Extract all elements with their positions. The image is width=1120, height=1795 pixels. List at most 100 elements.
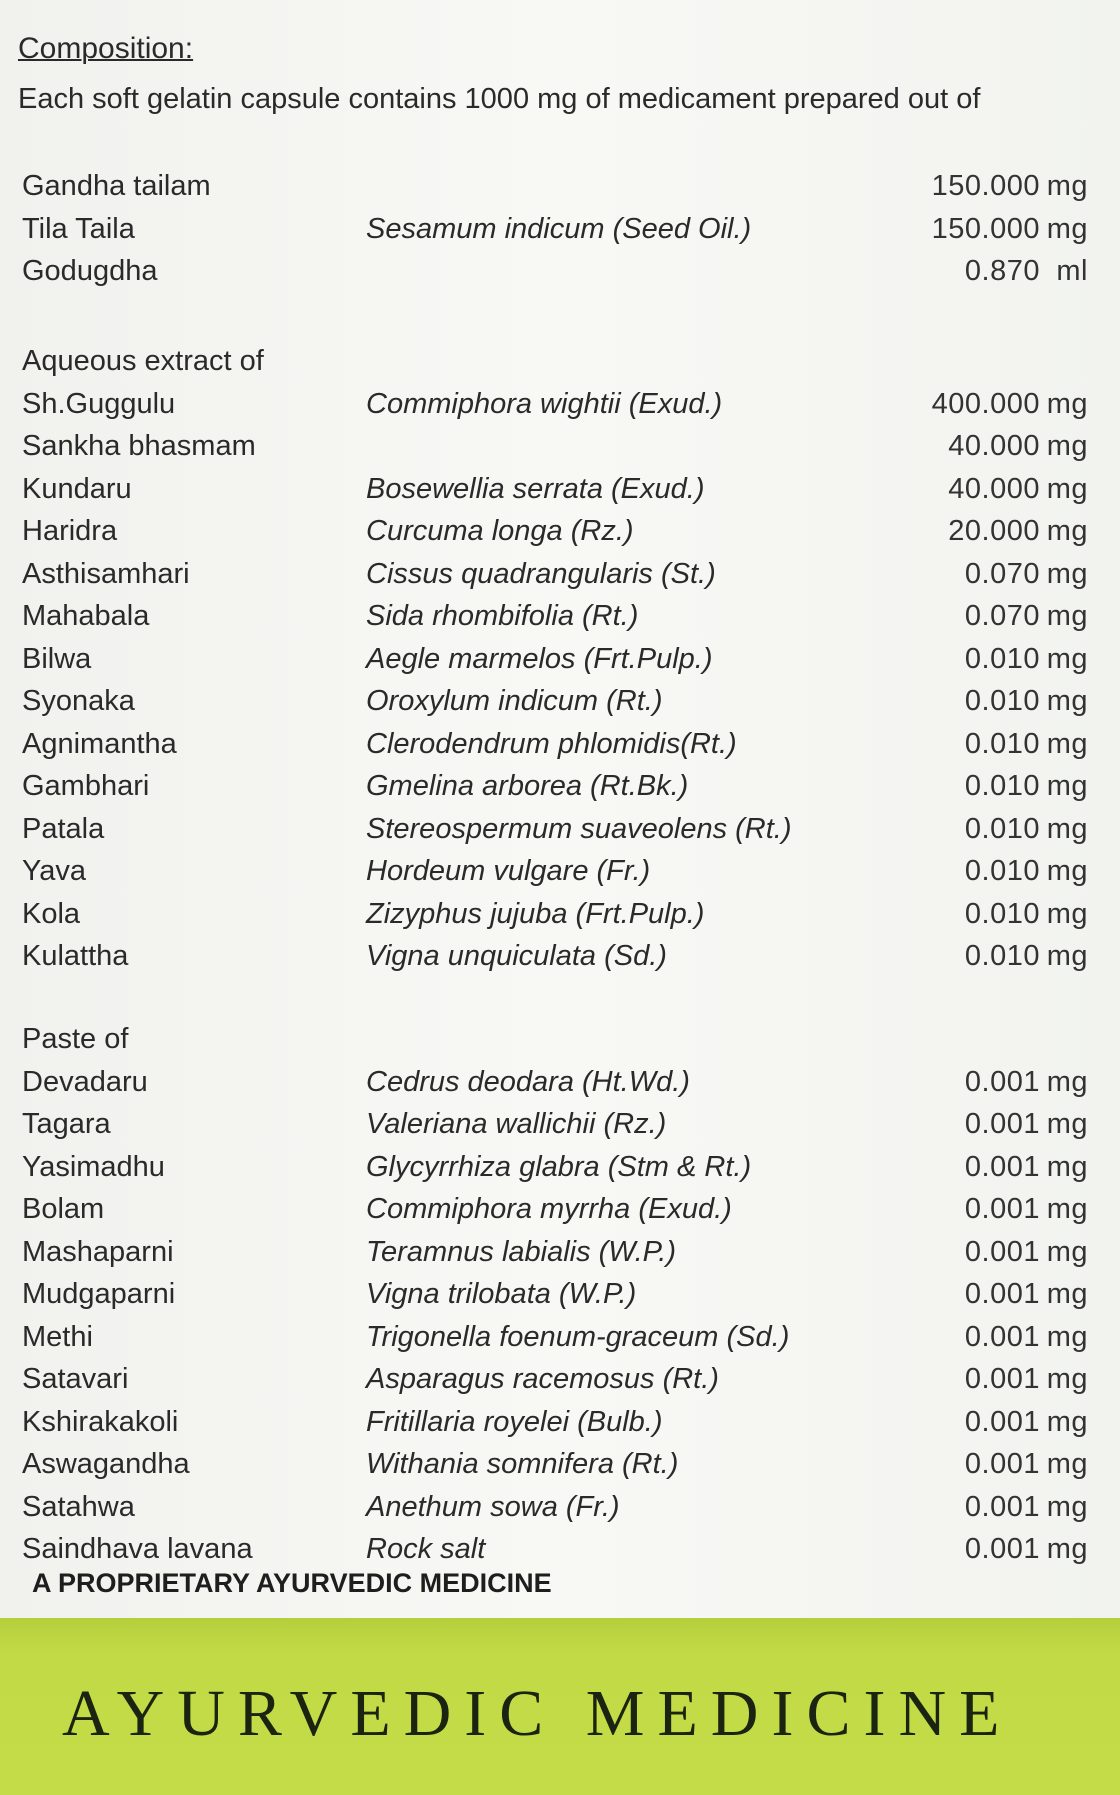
ingredient-name: Methi bbox=[22, 1320, 93, 1353]
amount-value: 0.010 bbox=[964, 770, 1040, 802]
ingredient-row: Mashaparni Teramnus labialis (W.P.) 0.001 m… bbox=[18, 1231, 1088, 1274]
ingredient-row: Syonaka Oroxylum indicum (Rt.) 0.010 mg bbox=[18, 680, 1088, 723]
ingredient-name: Tagara bbox=[22, 1108, 111, 1140]
ingredient-amount: 0.010 mg bbox=[965, 935, 1088, 978]
ingredient-section: Paste of Devadaru Cedrus deodara (Ht.Wd.) 0… bbox=[18, 1018, 1088, 1571]
botanical-name: Vigna trilobata (W.P.) bbox=[366, 1278, 637, 1310]
ingredient-row: Godugdha 0.870 ml bbox=[18, 250, 1088, 293]
ingredient-row: Bolam Commiphora myrrha (Exud.) 0.001 mg bbox=[18, 1188, 1088, 1231]
amount-unit: mg bbox=[1046, 1363, 1088, 1395]
amount-unit: mg bbox=[1046, 1490, 1088, 1523]
section-label: Aqueous extract of bbox=[22, 345, 264, 377]
amount-unit: mg bbox=[1046, 557, 1088, 590]
ingredient-amount: 0.001 mg bbox=[965, 1316, 1088, 1359]
ingredient-row: Methi Trigonella foenum-graceum (Sd.) 0.00… bbox=[18, 1316, 1088, 1359]
green-band: AYURVEDIC MEDICINE bbox=[0, 1618, 1120, 1795]
ingredient-amount: 40.000 mg bbox=[948, 468, 1088, 511]
amount-unit: mg bbox=[1046, 1533, 1088, 1565]
ingredient-row: Yava Hordeum vulgare (Fr.) 0.010 mg bbox=[18, 850, 1088, 893]
ingredient-row: Sankha bhasmam 40.000 mg bbox=[18, 425, 1088, 468]
ingredient-amount: 0.010 mg bbox=[965, 808, 1088, 851]
amount-unit: mg bbox=[1046, 515, 1088, 547]
botanical-name: Cissus quadrangularis (St.) bbox=[366, 557, 716, 590]
ingredient-row: Satavari Asparagus racemosus (Rt.) 0.001 mg bbox=[18, 1358, 1088, 1401]
ingredient-name: Mahabala bbox=[22, 600, 150, 632]
amount-unit: mg bbox=[1046, 642, 1088, 675]
amount-value: 0.010 bbox=[964, 642, 1040, 675]
ingredient-amount: 0.010 mg bbox=[965, 638, 1088, 681]
ingredient-name: Saindhava lavana bbox=[22, 1533, 253, 1565]
ingredient-name: Satahwa bbox=[22, 1490, 135, 1523]
amount-value: 0.001 bbox=[964, 1405, 1040, 1438]
botanical-name: Withania somnifera (Rt.) bbox=[366, 1448, 679, 1480]
proprietary-note: A PROPRIETARY AYURVEDIC MEDICINE bbox=[32, 1568, 552, 1598]
amount-value: 0.001 bbox=[964, 1320, 1040, 1353]
botanical-name: Fritillaria royelei (Bulb.) bbox=[366, 1405, 663, 1438]
ingredient-amount: 150.000 mg bbox=[932, 208, 1088, 251]
ingredient-amount: 150.000 mg bbox=[932, 165, 1088, 208]
ingredient-name: Mudgaparni bbox=[22, 1278, 176, 1310]
ingredient-name: Bilwa bbox=[22, 642, 92, 675]
ingredient-amount: 0.010 mg bbox=[965, 723, 1088, 766]
ingredient-name: Sankha bhasmam bbox=[22, 430, 256, 462]
amount-value: 0.010 bbox=[964, 897, 1040, 930]
botanical-name: Curcuma longa (Rz.) bbox=[366, 515, 634, 547]
ingredient-row: Tagara Valeriana wallichii (Rz.) 0.001 mg bbox=[18, 1103, 1088, 1146]
amount-value: 0.001 bbox=[964, 1193, 1040, 1225]
ingredient-row: Satahwa Anethum sowa (Fr.) 0.001 mg bbox=[18, 1486, 1088, 1529]
ingredient-section: Aqueous extract of Sh.Guggulu Commiphora w… bbox=[18, 340, 1088, 978]
amount-value: 0.001 bbox=[964, 1235, 1040, 1268]
botanical-name: Zizyphus jujuba (Frt.Pulp.) bbox=[366, 897, 705, 930]
ingredient-name: Tila Taila bbox=[22, 212, 135, 245]
botanical-name: Valeriana wallichii (Rz.) bbox=[366, 1108, 667, 1140]
ingredient-amount: 0.070 mg bbox=[965, 595, 1088, 638]
ingredient-amount: 0.001 mg bbox=[965, 1273, 1088, 1316]
botanical-name: Oroxylum indicum (Rt.) bbox=[366, 685, 663, 717]
amount-unit: mg bbox=[1046, 170, 1088, 202]
label-panel bbox=[0, 0, 1120, 1618]
ingredient-amount: 0.010 mg bbox=[965, 765, 1088, 808]
botanical-name: Bosewellia serrata (Exud.) bbox=[366, 472, 705, 505]
amount-value: 0.001 bbox=[964, 1490, 1040, 1523]
ingredient-row: Aswagandha Withania somnifera (Rt.) 0.001 m… bbox=[18, 1443, 1088, 1486]
ingredient-amount: 0.010 mg bbox=[965, 680, 1088, 723]
ingredient-row: Tila Taila Sesamum indicum (Seed Oil.) 150… bbox=[18, 208, 1088, 251]
ingredient-amount: 0.001 mg bbox=[965, 1486, 1088, 1529]
botanical-name: Commiphora wightii (Exud.) bbox=[366, 387, 723, 420]
amount-unit: mg bbox=[1046, 1150, 1088, 1183]
ingredient-amount: 0.001 mg bbox=[965, 1443, 1088, 1486]
ingredient-name: Sh.Guggulu bbox=[22, 387, 176, 420]
ingredient-name: Gandha tailam bbox=[22, 170, 211, 202]
amount-value: 0.001 bbox=[964, 1448, 1040, 1480]
amount-unit: mg bbox=[1046, 1320, 1088, 1353]
ingredient-name: Yava bbox=[22, 855, 86, 887]
band-title: AYURVEDIC MEDICINE bbox=[62, 1677, 1013, 1750]
amount-value: 0.010 bbox=[964, 812, 1040, 845]
ingredient-name: Gambhari bbox=[22, 770, 150, 802]
ingredient-amount: 40.000 mg bbox=[948, 425, 1088, 468]
ingredient-name: Asthisamhari bbox=[22, 557, 190, 590]
ingredient-name: Kulattha bbox=[22, 940, 129, 972]
amount-value: 40.000 bbox=[948, 472, 1040, 505]
amount-value: 0.001 bbox=[964, 1065, 1040, 1098]
ingredient-name: Syonaka bbox=[22, 685, 135, 717]
amount-value: 0.001 bbox=[964, 1278, 1040, 1310]
ingredient-amount: 0.001 mg bbox=[965, 1188, 1088, 1231]
amount-value: 40.000 bbox=[948, 430, 1040, 462]
amount-unit: mg bbox=[1046, 472, 1088, 505]
amount-unit: mg bbox=[1046, 1405, 1088, 1438]
amount-value: 0.001 bbox=[964, 1363, 1040, 1395]
botanical-name: Trigonella foenum-graceum (Sd.) bbox=[366, 1320, 790, 1353]
ingredient-row: Devadaru Cedrus deodara (Ht.Wd.) 0.001 mg bbox=[18, 1061, 1088, 1104]
ingredient-row: Gambhari Gmelina arborea (Rt.Bk.) 0.010 mg bbox=[18, 765, 1088, 808]
botanical-name: Vigna unquiculata (Sd.) bbox=[366, 940, 667, 972]
botanical-name: Glycyrrhiza glabra (Stm & Rt.) bbox=[366, 1150, 752, 1183]
amount-value: 0.001 bbox=[964, 1533, 1040, 1565]
botanical-name: Clerodendrum phlomidis(Rt.) bbox=[366, 727, 737, 760]
amount-value: 0.010 bbox=[964, 727, 1040, 760]
ingredient-row: Kulattha Vigna unquiculata (Sd.) 0.010 mg bbox=[18, 935, 1088, 978]
ingredient-row: Haridra Curcuma longa (Rz.) 20.000 mg bbox=[18, 510, 1088, 553]
amount-value: 150.000 bbox=[931, 170, 1040, 202]
botanical-name: Sida rhombifolia (Rt.) bbox=[366, 600, 639, 632]
amount-unit: mg bbox=[1046, 1193, 1088, 1225]
